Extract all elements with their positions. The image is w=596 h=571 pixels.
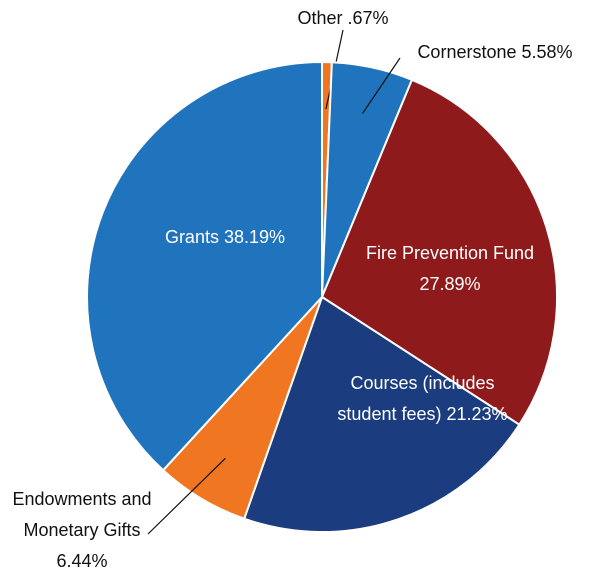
slice-label: Endowments and Monetary Gifts 6.44% (2, 484, 162, 571)
category-label: Other (297, 8, 343, 28)
value-label: 27.89% (419, 274, 481, 294)
leader-line (362, 57, 401, 114)
pie-slice (320, 78, 558, 427)
slice-label: Courses (includes student fees) 21.23% (320, 368, 525, 430)
value-label: 38.19% (223, 227, 286, 247)
leader-line (147, 457, 226, 535)
slice-label: Fire Prevention Fund 27.89% (345, 238, 555, 300)
category-label: Fire Prevention Fund (365, 243, 535, 263)
category-label: Grants (164, 227, 219, 247)
value-label: 21.23% (446, 404, 508, 424)
slice-label: Grants 38.19% (130, 222, 320, 253)
category-label: Cornerstone (417, 42, 517, 62)
value-label: 6.44% (56, 551, 108, 571)
value-label: 5.58% (521, 42, 573, 62)
slice-label: Other .67% (263, 3, 423, 34)
value-label: .67% (347, 8, 389, 28)
pie-slice (242, 295, 521, 533)
slice-label: Cornerstone 5.58% (390, 37, 596, 68)
category-label: Endowments and Monetary Gifts (12, 489, 152, 540)
pie-slice (86, 60, 323, 472)
category-label: Courses (includes student fees) (337, 373, 495, 424)
